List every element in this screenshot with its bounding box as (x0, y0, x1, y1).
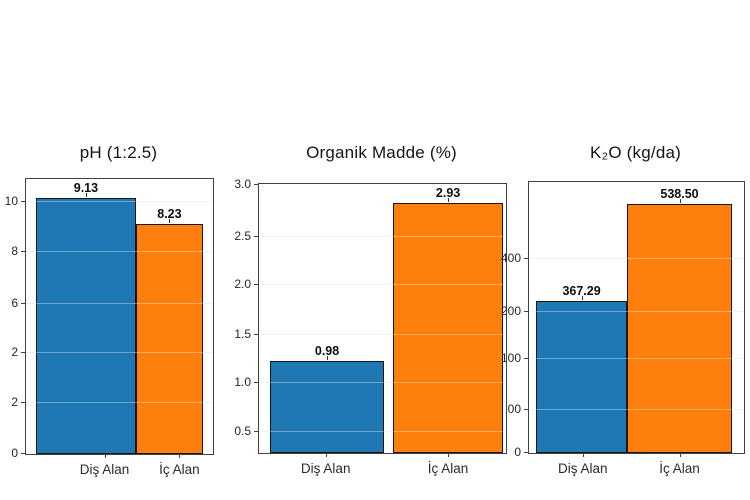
gridline-overlay (26, 250, 213, 252)
bar-value-label: 367.29 (562, 283, 601, 298)
ph-plot-area: 10 8 6 2 2 0 9.13 Diş Alan 8.23 İç Alan (5, 178, 214, 477)
y-tick-label: 2.5 (234, 228, 251, 243)
y-tick-label: 0 (11, 445, 18, 460)
x-category-label-di-alan: Diş Alan (79, 462, 130, 477)
gridline-overlay (529, 358, 744, 360)
chart-title-ph: pH (1:2.5) (79, 143, 158, 162)
bar-value-tick (448, 198, 450, 203)
gridline-overlay (259, 284, 506, 286)
y-tick-label: 2 (11, 345, 18, 360)
x-tick-mark (582, 453, 584, 457)
y-tick-label: 100 (500, 351, 521, 366)
x-category-label-di-alan: Diş Alan (300, 461, 351, 476)
gridline-overlay (26, 201, 213, 202)
gridline-overlay (259, 430, 506, 432)
gridline-overlay (259, 381, 506, 383)
bar-di-alan (35, 198, 136, 454)
gridline-overlay (26, 302, 213, 304)
bar-value-tick (679, 198, 681, 203)
gridline (259, 235, 506, 237)
bar-value-label: 538.50 (660, 186, 699, 201)
organik-madde-plot-area: 3.0 2.5 2.0 1.5 1.0 0.5 0.98 Diş Alan 2.93 İç Ala… (234, 177, 507, 476)
x-tick-mark (679, 453, 681, 457)
y-tick-label: 2 (11, 394, 18, 409)
y-tick-mark (254, 381, 259, 383)
y-tick-mark (524, 409, 529, 411)
bar-value-tick (327, 356, 329, 360)
gridline-overlay (529, 409, 744, 411)
x-tick-mark (447, 453, 449, 457)
y-tick-mark (524, 451, 529, 453)
x-tick-mark (179, 454, 181, 458)
x-category-label-i-alan: İç Alan (159, 462, 200, 477)
y-tick-mark (254, 235, 259, 237)
bar-value-tick (581, 295, 583, 300)
chart-title-k2o: K₂O (kg/da) (590, 143, 681, 162)
gridline-overlay (26, 401, 213, 403)
y-tick-mark (254, 184, 259, 185)
bar-i-alan (393, 203, 504, 453)
y-tick-label: 3.0 (234, 177, 251, 191)
y-tick-mark (21, 452, 26, 454)
y-tick-label: 0.5 (234, 423, 251, 438)
bar-di-alan (270, 361, 384, 453)
gridline-overlay (529, 310, 744, 312)
y-tick-label: 00 (507, 402, 521, 417)
bar-value-label: 0.98 (314, 344, 340, 358)
bar-value-label: 2.93 (435, 186, 461, 201)
y-tick-mark (21, 250, 26, 252)
y-tick-mark (254, 334, 259, 336)
bar-di-alan (536, 300, 628, 453)
y-tick-label: 1.5 (234, 327, 251, 342)
y-tick-mark (21, 401, 26, 403)
y-tick-mark (21, 352, 26, 354)
bar-value-tick (85, 193, 87, 198)
y-tick-mark (21, 201, 26, 202)
y-tick-mark (254, 284, 259, 286)
gridline-overlay (259, 334, 506, 336)
y-tick-label: 10 (4, 194, 18, 208)
y-tick-mark (524, 358, 529, 360)
gridline-overlay (529, 257, 744, 259)
bar-value-tick (169, 219, 171, 224)
y-tick-label: 0 (514, 444, 521, 459)
x-tick-mark (104, 454, 106, 458)
y-tick-label: 1.0 (234, 374, 251, 389)
y-tick-label: 200 (500, 303, 521, 318)
y-tick-mark (21, 302, 26, 304)
y-tick-label: 400 (500, 250, 521, 265)
y-tick-mark (254, 430, 259, 432)
bar-value-label: 8.23 (157, 207, 182, 222)
gridline-overlay (26, 352, 213, 354)
y-tick-mark (524, 310, 529, 312)
bar-value-label: 9.13 (73, 181, 99, 196)
gridline (259, 334, 506, 336)
chart-title-organik-madde: Organik Madde (%) (306, 143, 457, 162)
x-category-label-i-alan: İç Alan (659, 461, 700, 476)
bar-i-alan (135, 224, 203, 454)
y-tick-label: 2.0 (234, 277, 251, 292)
y-tick-label: 8 (11, 243, 18, 258)
x-category-label-i-alan: İç Alan (427, 461, 469, 476)
x-tick-mark (325, 453, 327, 457)
x-category-label-di-alan: Diş Alan (557, 461, 608, 476)
k2o-plot-area: 400 200 100 00 0 367.29 Diş Alan 538.50 İç Alan (501, 181, 745, 476)
gridline-overlay (259, 235, 506, 237)
gridline (259, 284, 506, 286)
bar-i-alan (627, 203, 732, 453)
y-tick-label: 6 (11, 295, 18, 310)
y-tick-mark (524, 257, 529, 259)
